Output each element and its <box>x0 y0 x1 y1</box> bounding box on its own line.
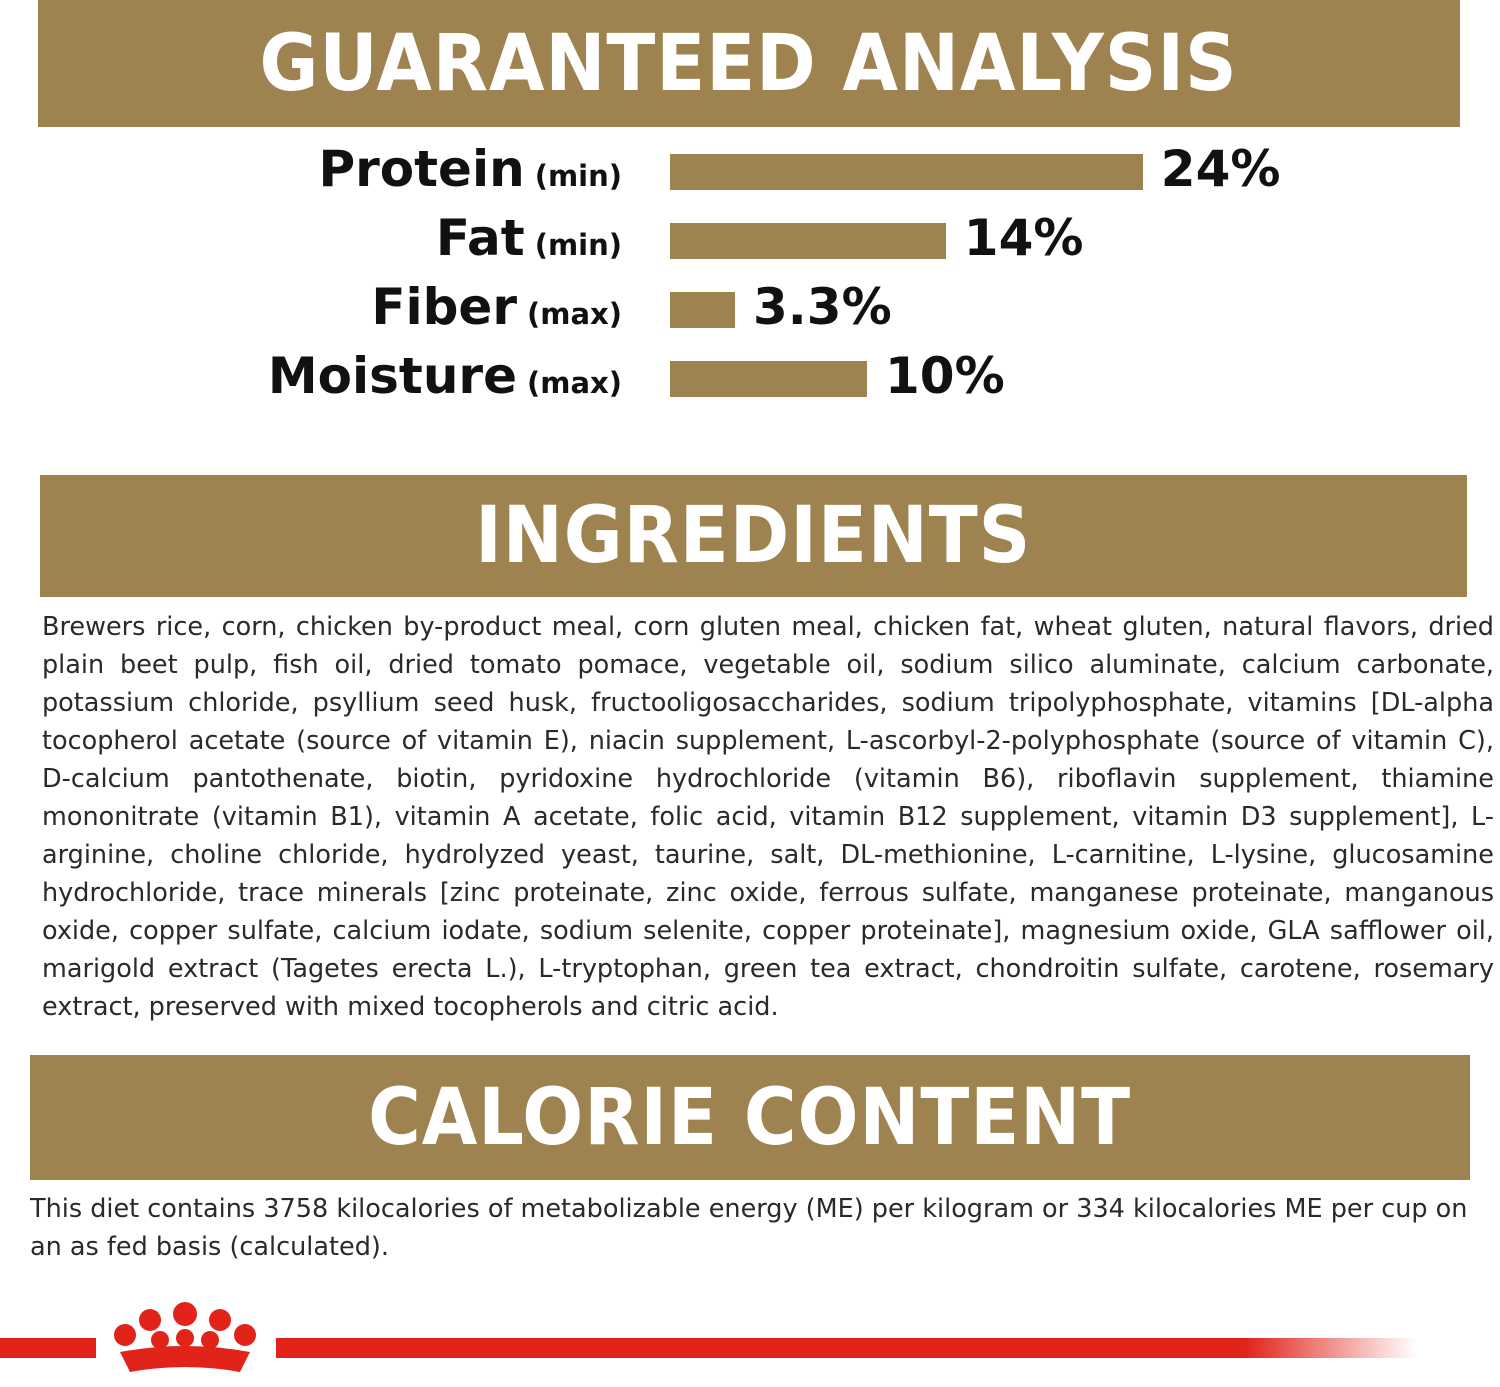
bar <box>670 292 735 328</box>
ingredients-text: Brewers rice, corn, chicken by-product m… <box>42 612 1494 1022</box>
nutrient-qualifier: (max) <box>526 366 622 400</box>
nutrient-label: Moisture (max) <box>268 347 622 405</box>
crown-logo <box>114 1302 256 1372</box>
analysis-list: Protein (min) 24% Fat (min) 14% Fiber (max) 3.3%… <box>0 140 1500 430</box>
nutrient-name: Protein <box>318 140 525 198</box>
value-label: 14% <box>963 209 1084 267</box>
value-label: 3.3% <box>753 278 892 336</box>
section-header: CALORIE CONTENT <box>30 1055 1470 1180</box>
value-label: 10% <box>885 347 1005 405</box>
section-header: INGREDIENTS <box>40 475 1467 597</box>
value-label: 24% <box>1160 140 1281 198</box>
analysis-row: Fat (min) 14% <box>0 209 1500 269</box>
nutrient-label: Fat (min) <box>436 209 622 267</box>
red-line <box>276 1338 1416 1358</box>
nutrient-qualifier: (min) <box>534 159 622 193</box>
header-text: GUARANTEED ANALYSIS <box>259 18 1239 109</box>
bar <box>670 154 1143 190</box>
header-text: INGREDIENTS <box>475 491 1032 581</box>
brand-footer <box>0 1302 1416 1372</box>
red-line <box>0 1338 96 1358</box>
nutrient-qualifier: (max) <box>526 297 622 331</box>
nutrient-qualifier: (min) <box>534 228 622 262</box>
bar <box>670 361 867 397</box>
nutrient-name: Moisture <box>267 347 517 405</box>
analysis-row: Moisture (max) 10% <box>0 347 1500 407</box>
analysis-row: Protein (min) 24% <box>0 140 1500 200</box>
analysis-row: Fiber (max) 3.3% <box>0 278 1500 338</box>
nutrient-name: Fat <box>435 209 525 267</box>
bar <box>670 223 946 259</box>
section-header: GUARANTEED ANALYSIS <box>38 0 1460 127</box>
nutrient-label: Fiber (max) <box>371 278 622 336</box>
nutrient-name: Fiber <box>371 278 517 336</box>
calorie-text: This diet contains 3758 kilocalories of … <box>30 1194 1468 1262</box>
header-text: CALORIE CONTENT <box>368 1072 1132 1163</box>
nutrient-label: Protein (min) <box>318 140 622 198</box>
